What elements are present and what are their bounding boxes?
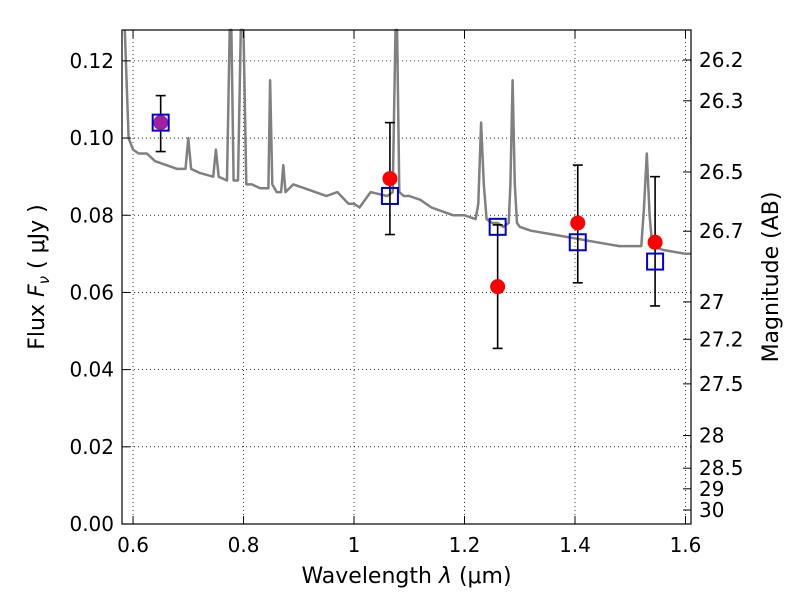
- model-point: [488, 217, 507, 236]
- mag-tick-label: 28.5: [699, 456, 744, 480]
- y-tick-label: 0.08: [69, 203, 114, 227]
- y-tick-label: 0.12: [69, 49, 114, 73]
- y-axis-label: Flux Fν ( μJy ): [25, 204, 53, 349]
- model-point: [151, 113, 170, 132]
- x-axis-label-unit: (μm): [452, 564, 512, 589]
- model-spectrum-line: [123, 28, 691, 256]
- y-tick-label: 0.00: [69, 512, 114, 536]
- y-tick-label: 0.10: [69, 126, 114, 150]
- data-layer: [123, 28, 691, 256]
- y-tick-label: 0.06: [69, 280, 114, 304]
- observed-point: [647, 234, 663, 250]
- mag-tick-label: 30: [699, 498, 724, 522]
- x-tick-label: 1.4: [559, 533, 591, 557]
- mag-tick-label: 29: [699, 477, 724, 501]
- x-tick-label: 0.8: [228, 533, 260, 557]
- magnitude-axis-label: Magnitude (AB): [759, 192, 784, 363]
- mag-tick-label: 28: [699, 424, 724, 448]
- mag-tick-label: 27.2: [699, 327, 744, 351]
- y-axis-label-subscript: ν: [35, 276, 53, 284]
- x-tick-label: 1.2: [449, 533, 481, 557]
- y-axis-label-symbol: F: [25, 284, 50, 297]
- observed-point: [382, 171, 398, 187]
- observed-point: [490, 279, 506, 295]
- mag-tick-label: 27.5: [699, 372, 744, 396]
- x-axis-label-lambda: λ: [438, 564, 452, 589]
- model-point: [646, 252, 665, 271]
- y-tick-label: 0.02: [69, 435, 114, 459]
- mag-tick-label: 26.5: [699, 160, 744, 184]
- x-tick-label: 1: [348, 533, 361, 557]
- model-point: [568, 233, 587, 252]
- mag-tick-label: 26.7: [699, 219, 744, 243]
- axes-frame: [121, 29, 692, 525]
- mag-tick-label: 27: [699, 290, 724, 314]
- x-axis-label: Wavelength λ (μm): [301, 564, 511, 589]
- mag-tick-label: 26.3: [699, 89, 744, 113]
- x-axis-label-text: Wavelength: [301, 564, 439, 589]
- x-tick-label: 0.6: [117, 533, 149, 557]
- y-axis-label-text: Flux: [25, 297, 50, 350]
- y-tick-label: 0.04: [69, 358, 114, 382]
- observed-point: [570, 215, 586, 231]
- axis-ticks: 0.6 0.8 1 1.2 1.4 1.6 0.00 0.02 0.04 0.06 0.08 0.10…: [69, 30, 744, 557]
- y-axis-label-unit: ( μJy ): [25, 204, 50, 276]
- mag-tick-label: 26.2: [699, 48, 744, 72]
- observed-point: [153, 115, 169, 131]
- model-point: [380, 186, 399, 205]
- x-tick-label: 1.6: [670, 533, 702, 557]
- data-points: [151, 94, 665, 350]
